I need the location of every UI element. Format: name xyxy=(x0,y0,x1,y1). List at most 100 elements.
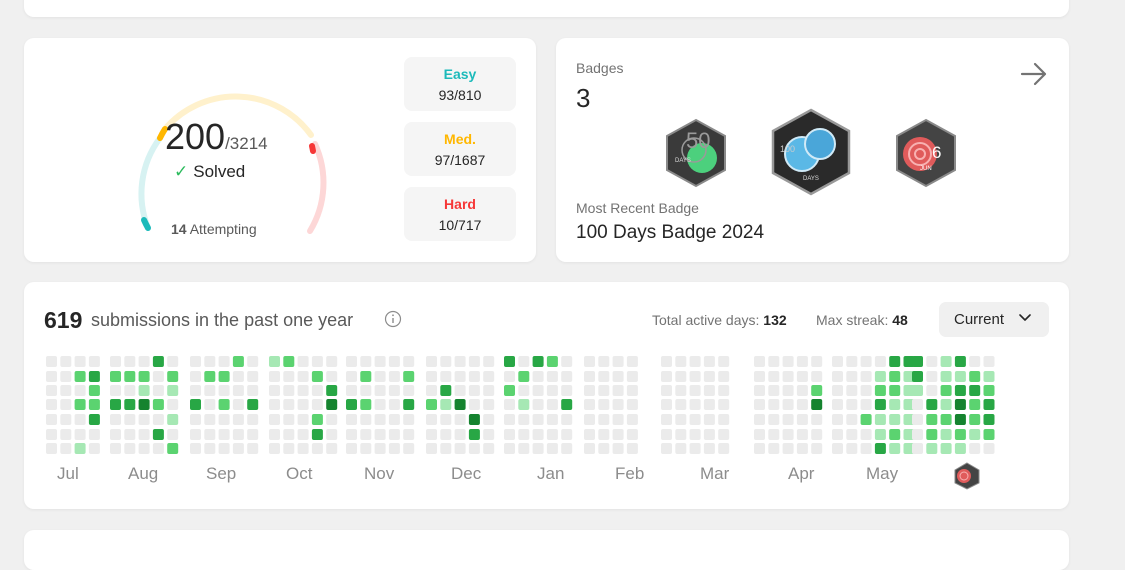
heatmap-cell[interactable] xyxy=(718,399,730,410)
heatmap-cell[interactable] xyxy=(903,414,915,425)
heatmap-cell[interactable] xyxy=(388,414,400,425)
heatmap-cell[interactable] xyxy=(718,443,730,454)
heatmap-cell[interactable] xyxy=(138,385,150,396)
heatmap-cell[interactable] xyxy=(440,356,452,367)
heatmap-cell[interactable] xyxy=(88,414,100,425)
heatmap-cell[interactable] xyxy=(167,356,179,367)
heatmap-cell[interactable] xyxy=(832,371,843,382)
heatmap-cell[interactable] xyxy=(912,371,923,382)
heatmap-cell[interactable] xyxy=(374,414,386,425)
heatmap-cell[interactable] xyxy=(269,385,280,396)
heatmap-cell[interactable] xyxy=(124,356,136,367)
heatmap-cell[interactable] xyxy=(403,429,415,440)
heatmap-cell[interactable] xyxy=(754,385,765,396)
heatmap-cell[interactable] xyxy=(983,429,995,440)
heatmap-cell[interactable] xyxy=(718,429,730,440)
heatmap-cell[interactable] xyxy=(426,399,437,410)
heatmap-cell[interactable] xyxy=(440,399,452,410)
heatmap-cell[interactable] xyxy=(504,414,515,425)
heatmap-cell[interactable] xyxy=(561,385,573,396)
heatmap-cell[interactable] xyxy=(468,399,480,410)
heatmap-cell[interactable] xyxy=(754,429,765,440)
heatmap-cell[interactable] xyxy=(440,443,452,454)
heatmap-cell[interactable] xyxy=(218,399,230,410)
heatmap-cell[interactable] xyxy=(74,429,86,440)
heatmap-cell[interactable] xyxy=(782,399,794,410)
heatmap-cell[interactable] xyxy=(983,385,995,396)
heatmap-cell[interactable] xyxy=(218,414,230,425)
heatmap-cell[interactable] xyxy=(138,371,150,382)
heatmap-cell[interactable] xyxy=(388,356,400,367)
heatmap-cell[interactable] xyxy=(46,385,57,396)
heatmap-cell[interactable] xyxy=(598,429,610,440)
heatmap-cell[interactable] xyxy=(190,443,201,454)
heatmap-cell[interactable] xyxy=(612,429,624,440)
heatmap-cell[interactable] xyxy=(675,371,687,382)
heatmap-cell[interactable] xyxy=(60,399,72,410)
heatmap-cell[interactable] xyxy=(796,385,808,396)
heatmap-cell[interactable] xyxy=(360,371,372,382)
badge-50-days[interactable]: 50 DAYS xyxy=(664,118,728,188)
heatmap-cell[interactable] xyxy=(247,356,259,367)
heatmap-cell[interactable] xyxy=(584,356,595,367)
heatmap-cell[interactable] xyxy=(903,385,915,396)
heatmap-cell[interactable] xyxy=(74,385,86,396)
heatmap-cell[interactable] xyxy=(311,429,323,440)
heatmap-cell[interactable] xyxy=(247,443,259,454)
heatmap-cell[interactable] xyxy=(426,371,437,382)
heatmap-cell[interactable] xyxy=(889,385,901,396)
heatmap-cell[interactable] xyxy=(561,429,573,440)
heatmap-cell[interactable] xyxy=(46,356,57,367)
heatmap-cell[interactable] xyxy=(60,443,72,454)
heatmap-cell[interactable] xyxy=(518,385,530,396)
heatmap-cell[interactable] xyxy=(860,429,872,440)
heatmap-cell[interactable] xyxy=(152,429,164,440)
heatmap-cell[interactable] xyxy=(403,356,415,367)
heatmap-cell[interactable] xyxy=(46,414,57,425)
heatmap-cell[interactable] xyxy=(612,399,624,410)
heatmap-cell[interactable] xyxy=(374,443,386,454)
heatmap-cell[interactable] xyxy=(204,443,216,454)
heatmap-cell[interactable] xyxy=(518,443,530,454)
heatmap-cell[interactable] xyxy=(60,429,72,440)
heatmap-cell[interactable] xyxy=(110,385,121,396)
heatmap-cell[interactable] xyxy=(454,356,466,367)
heatmap-cell[interactable] xyxy=(661,371,672,382)
heatmap-cell[interactable] xyxy=(768,399,780,410)
heatmap-cell[interactable] xyxy=(954,429,966,440)
heatmap-cell[interactable] xyxy=(138,414,150,425)
heatmap-cell[interactable] xyxy=(518,399,530,410)
heatmap-cell[interactable] xyxy=(326,429,338,440)
heatmap-cell[interactable] xyxy=(297,429,309,440)
heatmap-cell[interactable] xyxy=(675,385,687,396)
heatmap-cell[interactable] xyxy=(926,385,938,396)
heatmap-cell[interactable] xyxy=(811,385,823,396)
heatmap-cell[interactable] xyxy=(269,371,280,382)
heatmap-cell[interactable] xyxy=(626,443,638,454)
heatmap-cell[interactable] xyxy=(675,399,687,410)
heatmap-cell[interactable] xyxy=(703,385,715,396)
heatmap-cell[interactable] xyxy=(403,371,415,382)
heatmap-cell[interactable] xyxy=(297,385,309,396)
heatmap-cell[interactable] xyxy=(232,356,244,367)
heatmap-cell[interactable] xyxy=(426,385,437,396)
heatmap-cell[interactable] xyxy=(504,356,515,367)
heatmap-cell[interactable] xyxy=(403,414,415,425)
heatmap-cell[interactable] xyxy=(88,399,100,410)
heatmap-cell[interactable] xyxy=(782,429,794,440)
heatmap-cell[interactable] xyxy=(532,414,544,425)
heatmap-cell[interactable] xyxy=(74,356,86,367)
heatmap-cell[interactable] xyxy=(768,429,780,440)
heatmap-cell[interactable] xyxy=(374,385,386,396)
heatmap-cell[interactable] xyxy=(311,371,323,382)
heatmap-cell[interactable] xyxy=(297,399,309,410)
heatmap-cell[interactable] xyxy=(626,414,638,425)
heatmap-cell[interactable] xyxy=(440,429,452,440)
heatmap-cell[interactable] xyxy=(874,385,886,396)
heatmap-cell[interactable] xyxy=(661,356,672,367)
heatmap-cell[interactable] xyxy=(190,371,201,382)
heatmap-cell[interactable] xyxy=(689,399,701,410)
heatmap-cell[interactable] xyxy=(426,414,437,425)
heatmap-cell[interactable] xyxy=(661,414,672,425)
heatmap-cell[interactable] xyxy=(718,371,730,382)
